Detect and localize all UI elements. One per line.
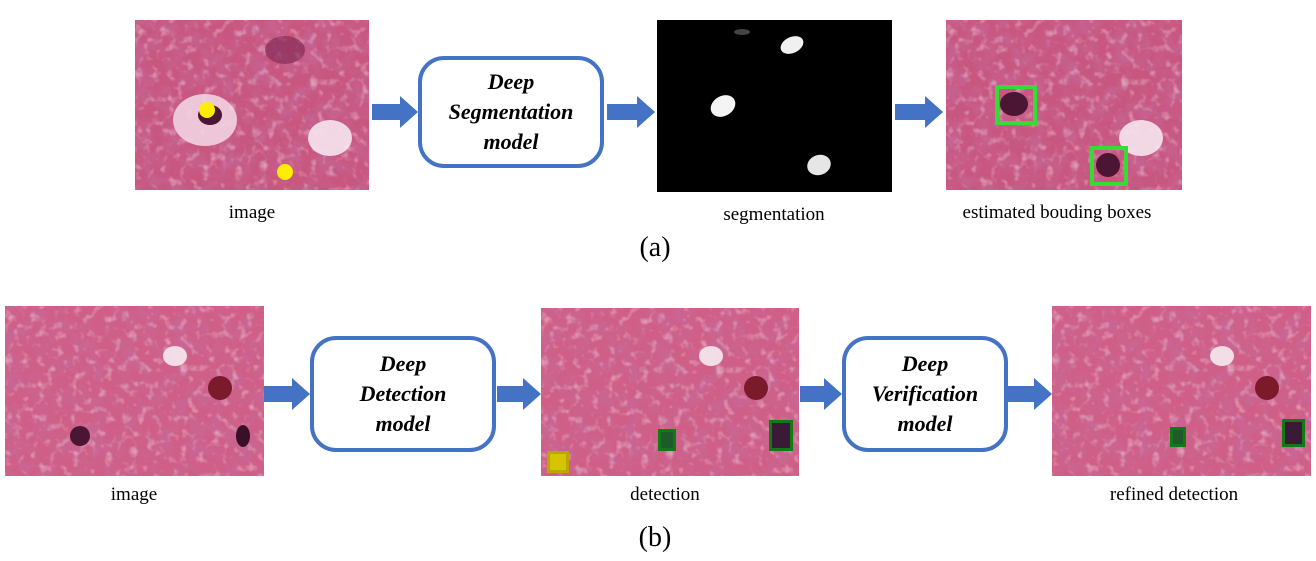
image-caption-a: image <box>228 202 276 223</box>
ver-model-line-2: Verification <box>871 381 979 406</box>
det-model-line-3: model <box>375 411 431 436</box>
det-model-line-1: Deep <box>379 351 427 376</box>
refined-green-box-1 <box>1170 427 1186 447</box>
refined-caption: refined detection <box>1109 484 1239 505</box>
estimated-boxes-caption: estimated bouding boxes <box>962 202 1152 223</box>
input-image-a <box>135 20 369 190</box>
ver-model-line-1: Deep <box>901 351 949 376</box>
seg-model-line-1: Deep <box>487 69 535 94</box>
point-marker-1 <box>199 102 215 118</box>
detection-caption: detection <box>630 484 700 505</box>
arrow-a3 <box>895 96 943 128</box>
segmentation-caption: segmentation <box>723 204 825 225</box>
detection-yellow-box <box>547 451 569 473</box>
bbox-estimated-1 <box>995 85 1037 125</box>
arrow-b2 <box>497 378 541 410</box>
refined-detection-image <box>1052 306 1311 476</box>
verification-model-box: Deep Verification model <box>842 336 1008 452</box>
arrow-b1 <box>264 378 310 410</box>
arrow-b3 <box>800 378 842 410</box>
segmentation-map <box>657 20 892 192</box>
arrow-a2 <box>607 96 655 128</box>
ver-model-line-3: model <box>897 411 953 436</box>
segmentation-model-box: Deep Segmentation model <box>418 56 604 168</box>
bbox-estimated-2 <box>1090 146 1128 186</box>
point-marker-2 <box>277 164 293 180</box>
arrow-b4 <box>1008 378 1052 410</box>
detection-green-box-1 <box>658 429 676 451</box>
detection-green-box-2 <box>769 420 793 451</box>
image-caption-b: image <box>110 484 158 505</box>
refined-green-box-2 <box>1282 419 1305 447</box>
seg-model-line-2: Segmentation <box>448 99 574 124</box>
panel-label-b: (b) <box>638 522 672 553</box>
input-image-b <box>5 306 264 476</box>
seg-model-line-3: model <box>483 129 539 154</box>
arrow-a1 <box>372 96 418 128</box>
det-model-line-2: Detection <box>359 381 447 406</box>
bounding-box-image <box>946 20 1182 190</box>
panel-label-a: (a) <box>639 232 671 263</box>
detection-model-box: Deep Detection model <box>310 336 496 452</box>
